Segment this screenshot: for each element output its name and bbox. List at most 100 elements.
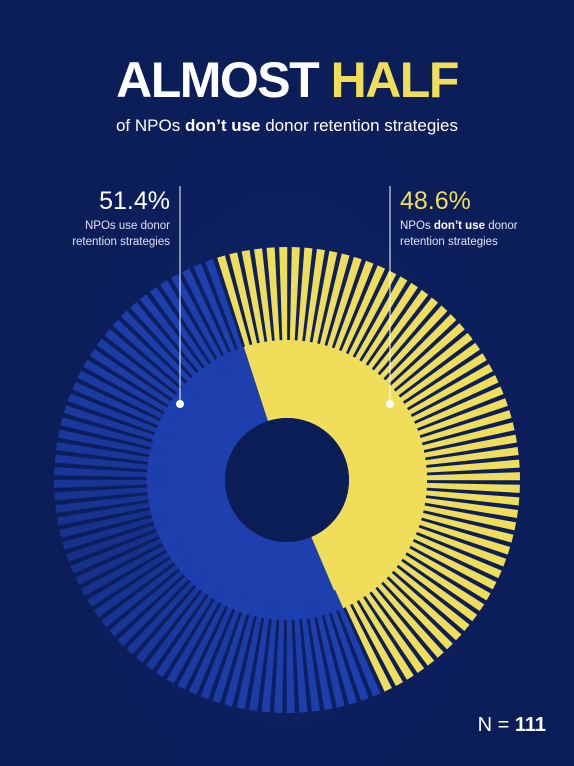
ray-dont-use: [384, 342, 480, 413]
ray-dont-use: [348, 580, 414, 680]
ray-dont-use: [400, 514, 511, 555]
ray-use: [54, 479, 168, 488]
ray-dont-use: [395, 526, 502, 579]
ray-use: [293, 599, 308, 713]
label-dont-use: 48.6% NPOs don’t use donor retention str…: [400, 186, 518, 250]
subtitle-pre: of NPOs: [115, 116, 185, 135]
ray-use: [331, 589, 381, 697]
label-dont-use-line1-pre: NPOs: [400, 220, 434, 232]
ray-dont-use: [366, 305, 448, 393]
label-dont-use-percent: 48.6%: [400, 187, 471, 215]
ray-dont-use: [302, 248, 325, 362]
sample-size: N = 111: [478, 714, 546, 737]
ray-dont-use: [241, 250, 268, 363]
ray-dont-use: [321, 256, 362, 367]
ray-use: [70, 524, 178, 574]
leader-use-dot: [176, 400, 184, 408]
ray-use: [81, 536, 183, 596]
ray-use: [299, 598, 320, 712]
ray-use: [188, 588, 241, 695]
ray-use: [63, 405, 174, 446]
ray-dont-use: [369, 564, 453, 650]
ray-dont-use: [254, 248, 275, 362]
ray-use: [121, 310, 205, 396]
ray-use: [101, 552, 194, 628]
ray-use: [96, 338, 192, 411]
ray-use: [72, 381, 179, 434]
headline: ALMOST HALF: [0, 50, 574, 110]
ray-dont-use: [375, 323, 465, 403]
ray-dont-use: [327, 260, 374, 369]
ray-dont-use: [386, 543, 485, 611]
ray-use: [54, 486, 168, 501]
label-use-description: NPOs use donor retention strategies: [72, 218, 170, 250]
ray-dont-use: [378, 554, 470, 632]
label-use-percent: 51.4%: [99, 187, 170, 215]
ray-dont-use: [337, 587, 392, 692]
ray-dont-use: [405, 447, 519, 468]
ray-dont-use: [229, 252, 262, 364]
ray-dont-use: [399, 398, 508, 442]
ray-dont-use: [406, 482, 520, 493]
ray-use: [117, 562, 203, 646]
chart-leader-lines: [176, 186, 394, 408]
ray-dont-use: [359, 573, 435, 666]
slice-dont-use: [243, 339, 428, 609]
ray-dont-use: [391, 364, 493, 424]
label-dont-use-line1: NPOs don’t use donor: [400, 218, 518, 234]
ray-dont-use: [361, 297, 439, 389]
ray-use: [160, 280, 226, 380]
label-dont-use-line1-bold: don’t use: [433, 220, 485, 232]
chart-rays: [54, 247, 520, 713]
ray-use: [83, 359, 185, 422]
ray-dont-use: [289, 247, 300, 361]
ray-dont-use: [345, 276, 408, 378]
ray-dont-use: [333, 265, 386, 372]
ray-use: [177, 585, 235, 690]
label-use-line1: NPOs use donor: [84, 220, 170, 232]
ray-use: [145, 575, 218, 671]
ray-use: [57, 499, 170, 526]
ray-use: [66, 518, 175, 562]
ray-use: [126, 567, 208, 655]
ray-use: [200, 591, 247, 700]
ray-dont-use: [295, 247, 313, 361]
ray-use: [149, 287, 220, 383]
ray-use: [325, 592, 369, 701]
ray-use: [224, 595, 259, 707]
ray-use: [55, 442, 169, 465]
label-use: 51.4% NPOs use donor retention strategie…: [72, 186, 170, 250]
ray-dont-use: [364, 568, 444, 658]
headline-word-2: HALF: [330, 52, 460, 108]
ray-use: [57, 429, 170, 459]
ray-dont-use: [392, 532, 497, 590]
ray-use: [236, 597, 266, 710]
ray-use: [249, 598, 272, 712]
ray-dont-use: [266, 247, 281, 361]
ray-dont-use: [343, 584, 403, 686]
ray-use: [109, 557, 199, 637]
ray-dont-use: [389, 538, 491, 601]
ray-use: [77, 370, 182, 428]
ray-dont-use: [308, 250, 338, 363]
ray-use: [318, 594, 357, 705]
headline-word-1: ALMOST: [116, 52, 320, 108]
sample-size-value: 111: [514, 714, 546, 736]
ray-dont-use: [406, 488, 520, 506]
ray-dont-use: [382, 549, 478, 622]
ray-use: [171, 274, 231, 376]
ray-use: [59, 505, 171, 538]
subtitle-bold: don’t use: [184, 116, 261, 135]
ray-dont-use: [402, 508, 514, 543]
ray-use: [112, 319, 200, 401]
subtitle: of NPOs don’t use donor retention strate…: [0, 116, 574, 136]
sample-size-prefix: N =: [477, 714, 515, 736]
ray-use: [182, 268, 237, 373]
ray-dont-use: [315, 253, 350, 365]
ray-use: [135, 571, 213, 663]
ray-use: [55, 492, 169, 513]
donut-hole: [225, 418, 349, 542]
ray-use: [156, 579, 224, 678]
leader-dont-use-dot: [386, 400, 394, 408]
